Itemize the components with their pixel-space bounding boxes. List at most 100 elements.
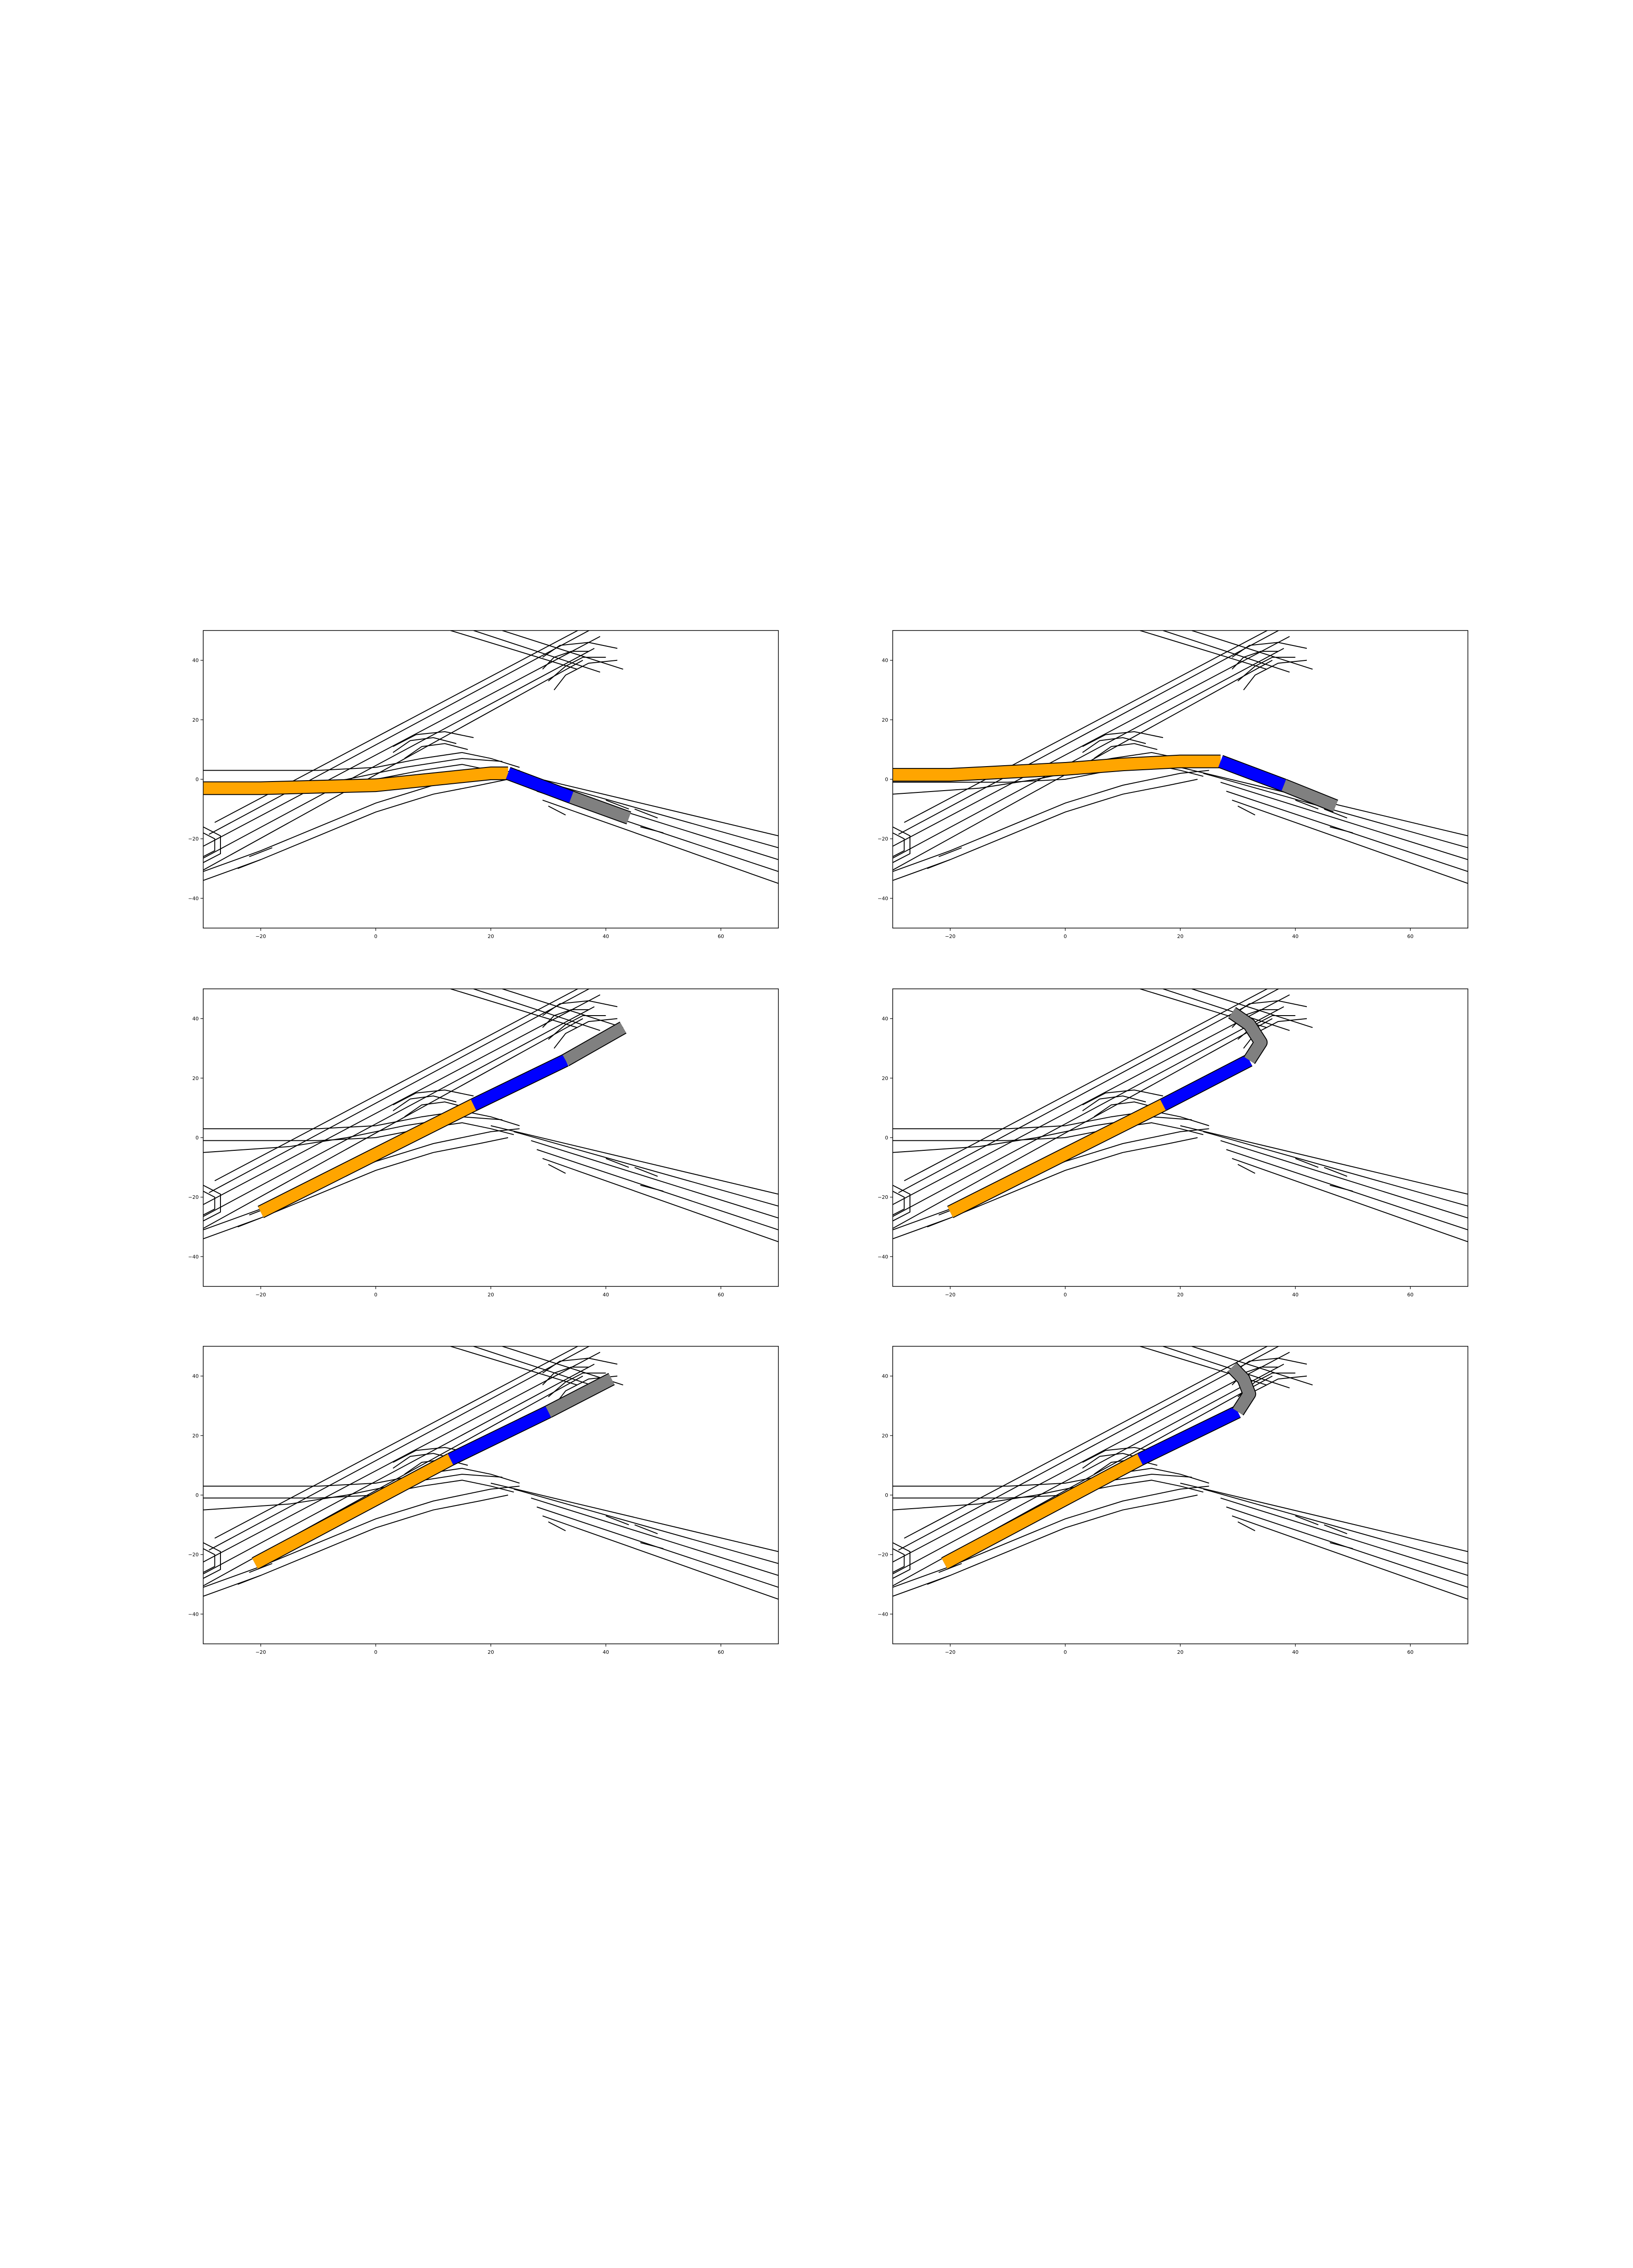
x-tick-label: 0 bbox=[1064, 1292, 1067, 1298]
lane-boundary bbox=[898, 989, 1280, 1193]
plot-area bbox=[203, 1346, 778, 1600]
lane-boundary bbox=[1203, 1488, 1468, 1564]
lane-boundary bbox=[203, 1018, 583, 1229]
lane-boundary bbox=[1324, 1167, 1348, 1177]
x-tick-label: 60 bbox=[718, 1649, 724, 1655]
lane-boundary bbox=[893, 1480, 1203, 1499]
lane-boundary bbox=[542, 1009, 589, 1028]
lane-boundary bbox=[203, 1137, 508, 1239]
lane-boundary bbox=[893, 1191, 905, 1216]
lane-boundary bbox=[1203, 772, 1468, 848]
y-tick-label: −20 bbox=[188, 836, 199, 842]
y-tick-label: 40 bbox=[192, 1374, 199, 1379]
highlighted-lane-1 bbox=[258, 1100, 476, 1217]
lane-boundary bbox=[1324, 808, 1348, 819]
lane-boundary bbox=[473, 989, 601, 1031]
x-tick-label: 40 bbox=[603, 1292, 609, 1298]
lane-boundary bbox=[203, 1352, 601, 1563]
highlighted-lane-2 bbox=[1218, 756, 1286, 791]
lane-boundary bbox=[1203, 1131, 1468, 1207]
highlighted-lane-2 bbox=[506, 767, 574, 803]
lane-boundary bbox=[893, 1185, 911, 1222]
lane-boundary bbox=[542, 1358, 618, 1374]
lane-boundary bbox=[1232, 1000, 1307, 1016]
x-tick-label: 0 bbox=[374, 1292, 377, 1298]
lane-boundary bbox=[1330, 1184, 1353, 1192]
lane-boundary bbox=[214, 989, 579, 1182]
subplot-2: −20 0 20 40 60 40 20 0 −20 −40 bbox=[878, 630, 1468, 939]
x-tick-label: 20 bbox=[488, 1292, 494, 1298]
lane-boundary bbox=[893, 1364, 1284, 1574]
lane-boundary bbox=[1094, 743, 1158, 759]
lane-boundary bbox=[542, 1515, 778, 1600]
lane-boundary bbox=[893, 648, 1284, 859]
y-tick-label: 40 bbox=[882, 658, 888, 664]
x-tick-label: −20 bbox=[945, 934, 955, 939]
y-tick-label: 40 bbox=[882, 1016, 888, 1022]
y-tick-label: 0 bbox=[885, 1135, 888, 1141]
highlighted-lane-1 bbox=[893, 755, 1221, 781]
x-tick-label: 40 bbox=[1292, 1649, 1299, 1655]
lane-boundary bbox=[490, 1482, 778, 1552]
lane-boundary bbox=[893, 779, 1198, 881]
x-tick-label: 0 bbox=[1064, 1649, 1067, 1655]
x-tick-label: 0 bbox=[1064, 934, 1067, 939]
lane-boundary bbox=[548, 657, 606, 682]
plot-area bbox=[893, 631, 1468, 884]
lane-boundary bbox=[1082, 731, 1164, 747]
highlighted-lane-2 bbox=[1160, 1055, 1252, 1110]
lane-boundary bbox=[237, 1217, 261, 1227]
plot-area bbox=[893, 1346, 1468, 1600]
lane-boundary bbox=[404, 1101, 468, 1117]
y-tick-label: −20 bbox=[188, 1194, 199, 1200]
lane-boundary bbox=[209, 989, 590, 1193]
plot-area bbox=[203, 631, 778, 884]
lane-boundary bbox=[1163, 989, 1290, 1031]
lane-boundary bbox=[904, 631, 1268, 823]
lane-boundary bbox=[203, 1548, 215, 1573]
y-tick-label: 20 bbox=[882, 1433, 888, 1439]
lane-boundary bbox=[640, 1184, 664, 1192]
lane-boundary bbox=[237, 859, 261, 869]
lane-boundary bbox=[1232, 799, 1468, 884]
highlighted-lane-2 bbox=[1137, 1406, 1241, 1465]
x-tick-label: −20 bbox=[255, 934, 266, 939]
y-tick-label: −20 bbox=[878, 836, 888, 842]
lane-boundary bbox=[513, 1488, 778, 1564]
lane-boundary bbox=[203, 1542, 221, 1579]
y-tick-label: 40 bbox=[882, 1374, 888, 1379]
lane-boundary bbox=[939, 847, 962, 857]
lane-boundary bbox=[1295, 1158, 1319, 1168]
lane-boundary bbox=[542, 642, 618, 658]
lane-boundary bbox=[1330, 826, 1353, 834]
lane-boundary bbox=[203, 832, 215, 857]
lane-boundary bbox=[513, 1131, 778, 1207]
lane-boundary bbox=[203, 1116, 503, 1153]
lane-boundary bbox=[209, 631, 590, 835]
lane-boundary bbox=[450, 1346, 577, 1386]
lane-boundary bbox=[1163, 631, 1290, 673]
lane-boundary bbox=[203, 1474, 503, 1510]
y-tick-label: 40 bbox=[192, 658, 199, 664]
lane-boundary bbox=[927, 859, 951, 869]
lane-boundary bbox=[473, 1346, 601, 1388]
lane-boundary bbox=[640, 1542, 664, 1549]
lane-boundary bbox=[548, 1164, 566, 1174]
lane-boundary bbox=[1237, 806, 1256, 816]
lane-boundary bbox=[893, 1467, 1209, 1487]
lane-boundary bbox=[203, 660, 583, 870]
y-tick-label: −40 bbox=[188, 1611, 199, 1617]
lane-boundary bbox=[927, 1575, 951, 1585]
lane-boundary bbox=[404, 743, 468, 759]
lane-boundary bbox=[893, 1542, 911, 1579]
lane-boundary bbox=[203, 1185, 221, 1222]
lane-boundary bbox=[249, 847, 273, 857]
lane-boundary bbox=[893, 1018, 1273, 1229]
lane-boundary bbox=[209, 1346, 590, 1551]
lane-boundary bbox=[893, 994, 1290, 1205]
highlighted-lane-3 bbox=[545, 1374, 615, 1417]
lane-boundary bbox=[502, 631, 623, 670]
lane-boundary bbox=[1232, 1158, 1468, 1242]
subplot-6: −20 0 20 40 60 40 20 0 −20 −40 bbox=[878, 1346, 1468, 1655]
